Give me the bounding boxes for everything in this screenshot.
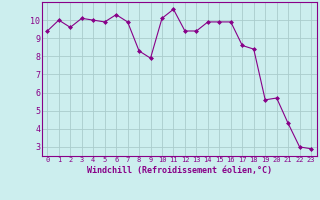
X-axis label: Windchill (Refroidissement éolien,°C): Windchill (Refroidissement éolien,°C) <box>87 166 272 175</box>
